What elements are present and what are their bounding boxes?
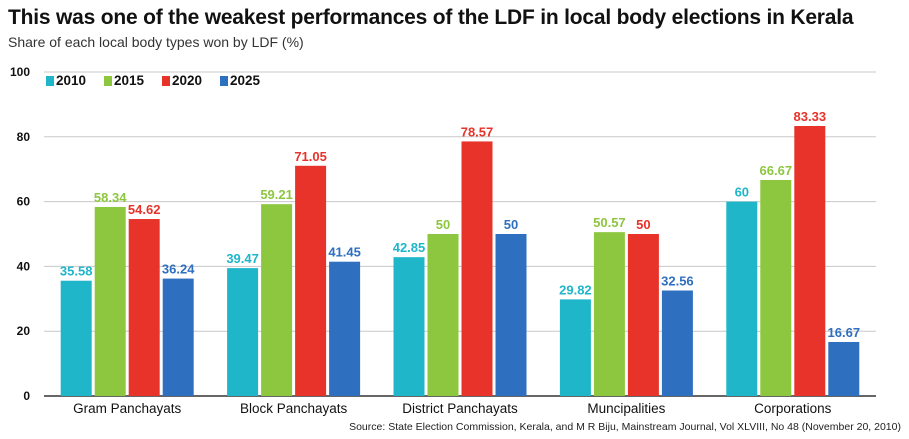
data-label: 50 (504, 217, 518, 232)
category-label: Gram Panchayats (73, 401, 181, 416)
y-axis-ticks: 0 20 40 60 80 100 (10, 65, 30, 403)
chart-title: This was one of the weakest performances… (8, 6, 854, 29)
bar-2015 (593, 232, 625, 396)
category-label: Block Panchayats (240, 401, 348, 416)
bar-2010 (393, 257, 425, 396)
category-label: District Panchayats (402, 401, 518, 416)
data-label: 71.05 (294, 149, 327, 164)
data-label: 66.67 (760, 163, 793, 178)
y-tick-label: 100 (10, 65, 30, 79)
data-label: 36.24 (162, 262, 195, 277)
bar-2020 (627, 234, 659, 396)
legend-swatch (46, 76, 54, 86)
bar-2025 (495, 234, 527, 396)
bar-2010 (60, 280, 92, 396)
data-label: 54.62 (128, 202, 161, 217)
data-label: 58.34 (94, 190, 127, 205)
legend-swatch (220, 76, 228, 86)
category-label: Corporations (754, 401, 832, 416)
bar-2015 (261, 204, 293, 396)
bar-2010 (726, 201, 758, 396)
legend-label: 2015 (114, 73, 145, 88)
legend-label: 2025 (230, 73, 261, 88)
data-label: 42.85 (393, 240, 426, 255)
bars (60, 126, 860, 396)
source-note: Source: State Election Commission, Keral… (349, 421, 901, 433)
data-label: 50.57 (593, 215, 626, 230)
bar-2025 (661, 290, 693, 396)
data-label: 50 (636, 217, 650, 232)
bar-2015 (760, 179, 792, 396)
category-label: Muncipalities (587, 401, 665, 416)
data-label: 29.82 (559, 282, 592, 297)
y-tick-label: 20 (17, 324, 31, 338)
y-tick-label: 0 (23, 389, 30, 403)
bar-2020 (461, 141, 493, 396)
data-label: 60 (735, 185, 749, 200)
data-label: 35.58 (60, 264, 93, 279)
data-label: 78.57 (461, 124, 494, 139)
legend: 2010 2015 2020 2025 (46, 73, 261, 88)
data-label: 41.45 (328, 245, 361, 260)
legend-label: 2020 (172, 73, 202, 88)
bar-2020 (128, 219, 160, 396)
bar-2025 (828, 341, 860, 396)
data-label: 59.21 (260, 187, 293, 202)
y-tick-label: 80 (17, 130, 31, 144)
bar-2020 (794, 126, 826, 396)
legend-swatch (104, 76, 112, 86)
data-label: 32.56 (661, 274, 694, 289)
bar-2010 (227, 268, 259, 396)
bar-2015 (427, 234, 459, 396)
legend-label: 2010 (56, 73, 86, 88)
data-label: 39.47 (226, 251, 259, 266)
bar-2025 (329, 261, 361, 396)
y-tick-label: 60 (17, 195, 31, 209)
legend-swatch (162, 76, 170, 86)
data-label: 83.33 (794, 109, 827, 124)
data-label: 16.67 (828, 325, 861, 340)
bar-2010 (559, 299, 591, 396)
category-labels: Gram Panchayats Block Panchayats District … (73, 401, 832, 416)
chart-subtitle: Share of each local body types won by LD… (8, 34, 304, 50)
y-tick-label: 40 (17, 259, 31, 273)
bar-2020 (295, 165, 327, 396)
data-label: 50 (436, 217, 450, 232)
bar-2025 (162, 278, 194, 396)
bar-2015 (94, 206, 126, 396)
